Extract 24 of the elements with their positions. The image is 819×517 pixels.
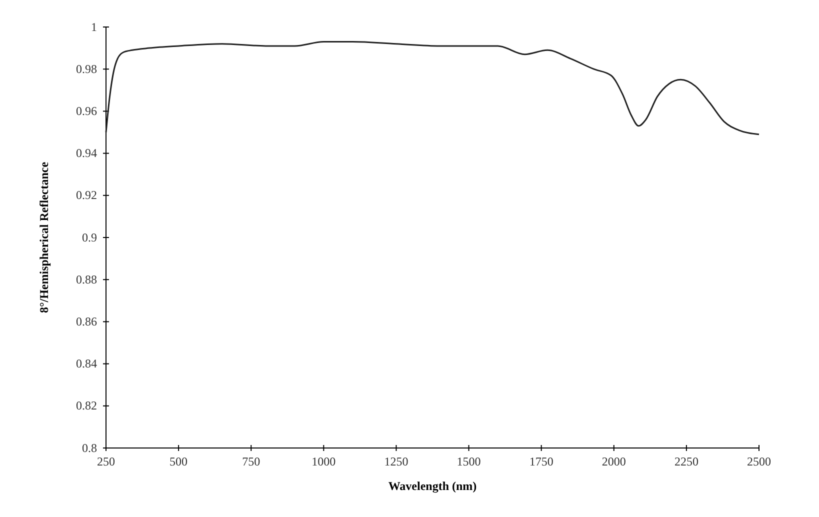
x-tick-label: 2000 (602, 454, 626, 469)
y-tick-label: 0.96 (76, 104, 97, 118)
y-tick-label: 1 (91, 20, 97, 34)
y-tick-label: 0.8 (82, 440, 97, 455)
y-tick-label: 0.82 (76, 398, 97, 413)
x-axis-title: Wavelength (nm) (388, 479, 477, 493)
y-tick-label: 0.88 (76, 272, 97, 286)
x-tick-label: 1500 (456, 454, 481, 469)
y-tick-label: 0.98 (76, 62, 97, 76)
y-tick-label: 0.92 (76, 188, 97, 202)
y-axis-title: 8°/Hemispherical Reflectance (37, 161, 51, 314)
x-tick-label: 1750 (529, 454, 554, 469)
x-tick-label: 2250 (674, 454, 698, 469)
x-tick-label: 500 (170, 454, 188, 469)
y-tick-label: 0.9 (82, 230, 97, 244)
y-tick-label: 0.94 (76, 146, 97, 160)
x-tick-label: 250 (97, 454, 115, 469)
y-tick-label: 0.84 (76, 356, 97, 371)
x-tick-label: 750 (242, 454, 260, 469)
y-tick-label: 0.86 (76, 314, 97, 329)
x-tick-label: 2500 (747, 454, 771, 469)
x-tick-label: 1250 (384, 454, 408, 469)
x-tick-label: 1000 (312, 454, 336, 469)
line-series (105, 40, 760, 136)
